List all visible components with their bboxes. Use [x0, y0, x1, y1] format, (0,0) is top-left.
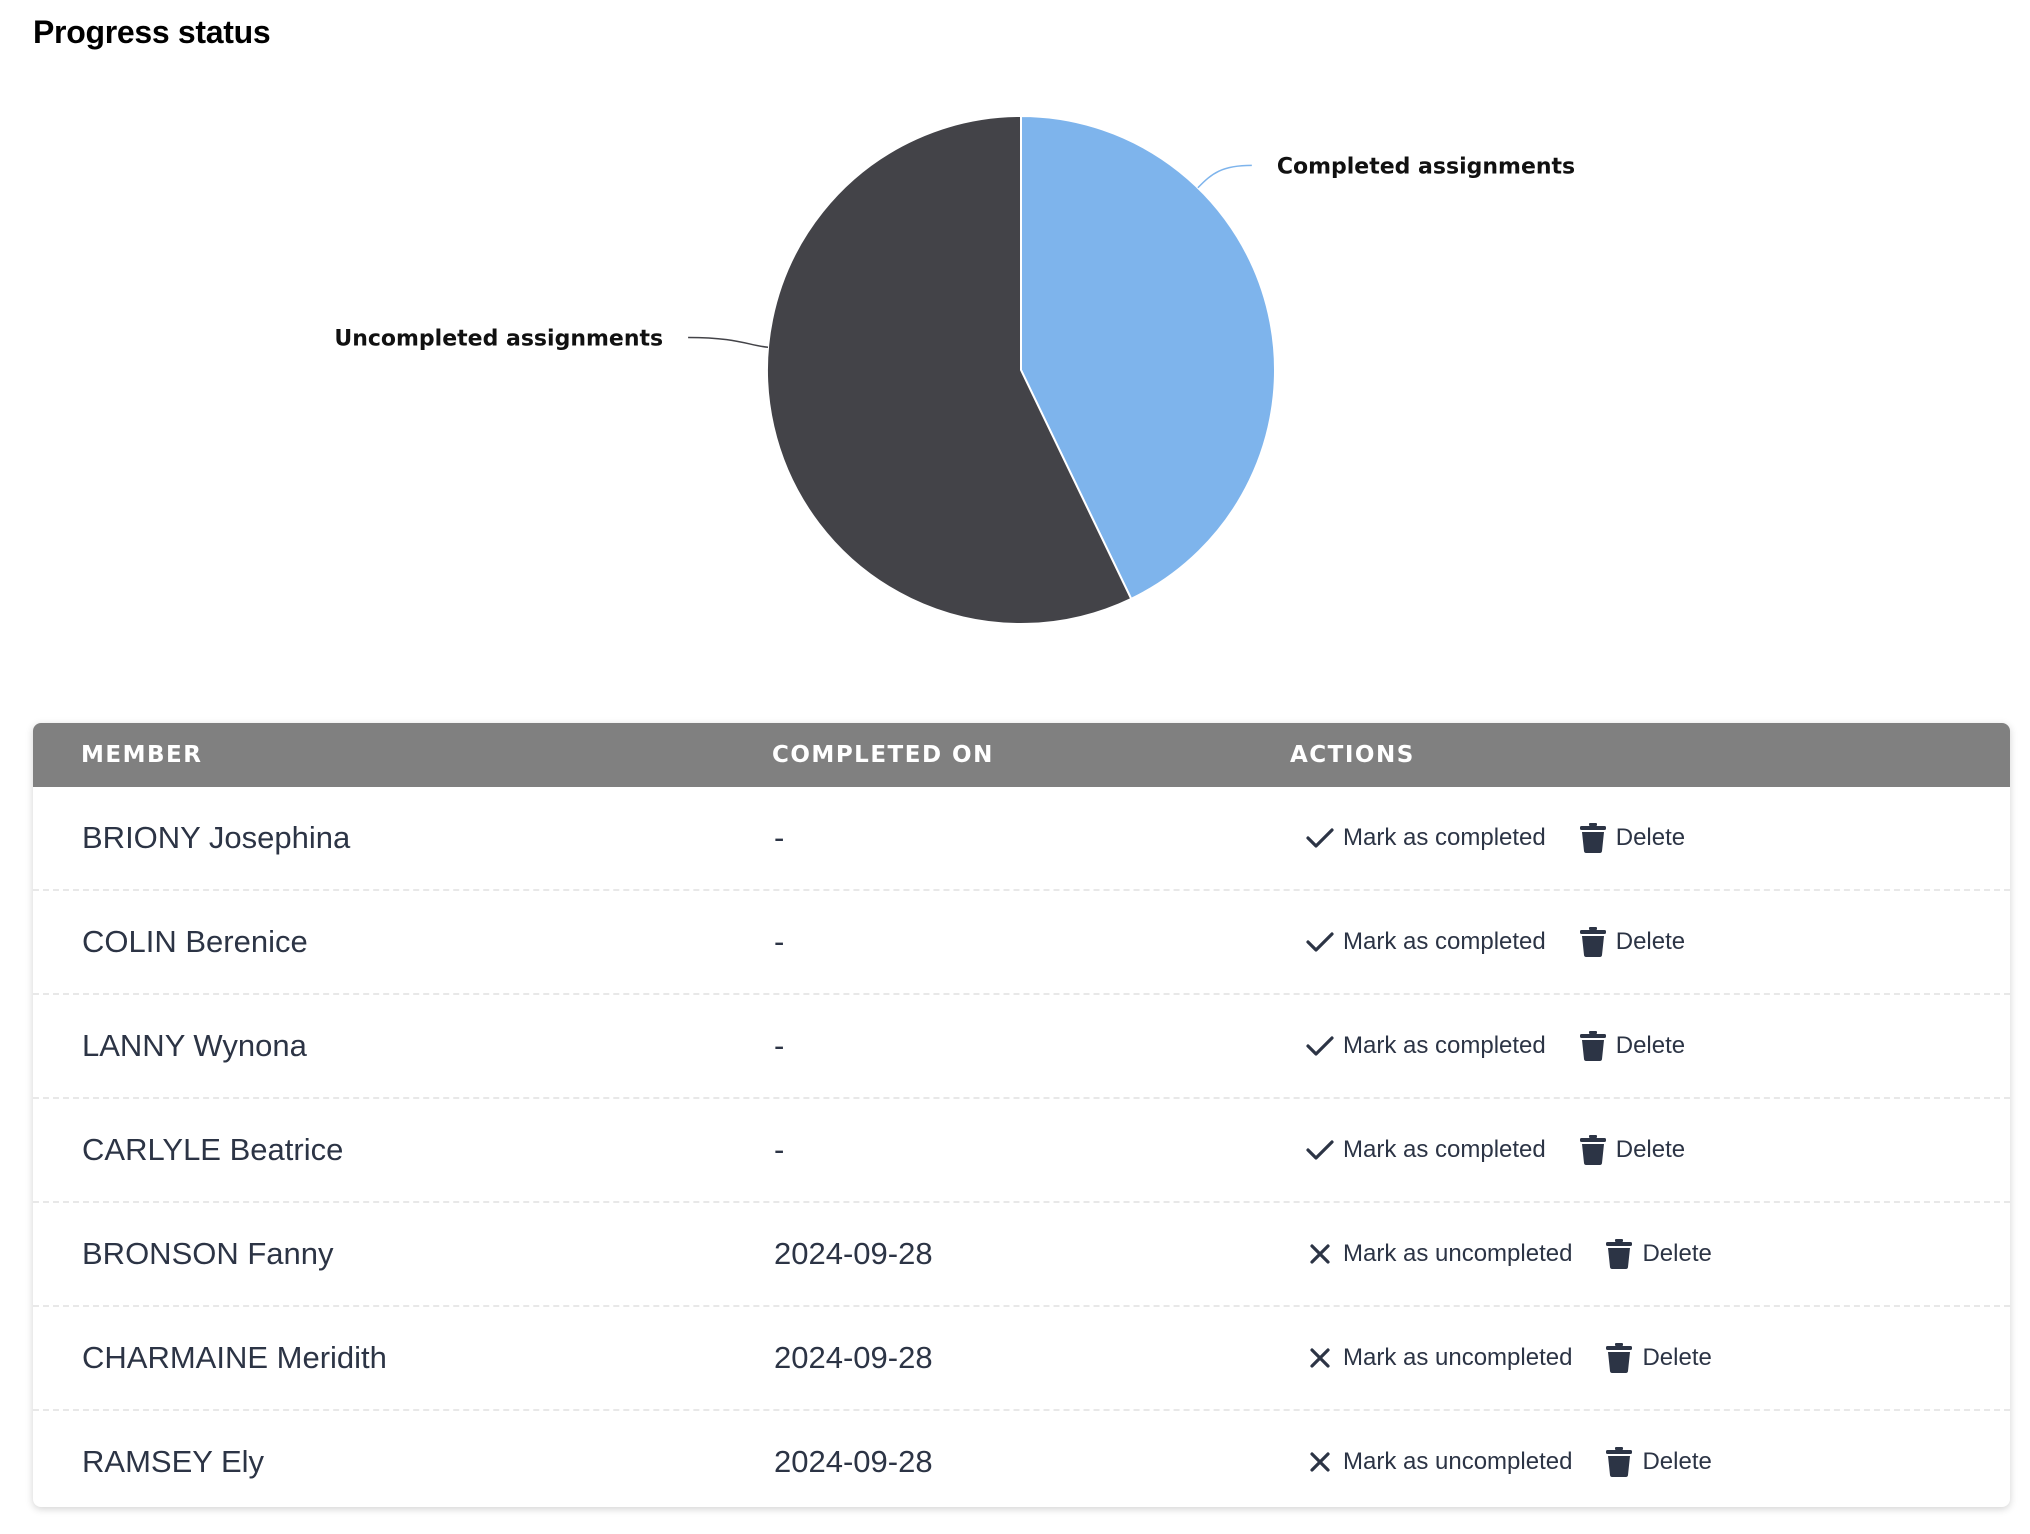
check-icon — [1305, 1031, 1335, 1061]
mark-completed-button[interactable]: Mark as completed — [1305, 891, 1546, 993]
pie-connector-line — [1197, 164, 1252, 189]
header-completed-on: COMPLETED ON — [772, 742, 994, 768]
mark-uncompleted-button[interactable]: Mark as uncompleted — [1305, 1411, 1572, 1507]
row-actions: Mark as completed Delete — [1305, 891, 1685, 993]
trash-icon — [1578, 823, 1608, 853]
member-name: BRIONY Josephina — [82, 820, 351, 855]
table-row: BRIONY Josephina - Mark as completed Delete — [33, 787, 2010, 891]
check-icon — [1305, 1135, 1335, 1165]
member-name: CHARMAINE Meridith — [82, 1340, 387, 1375]
mark-completed-button[interactable]: Mark as completed — [1305, 1099, 1546, 1201]
toggle-label: Mark as uncompleted — [1343, 1344, 1573, 1371]
table-row: BRONSON Fanny 2024-09-28 Mark as uncomplet… — [33, 1203, 2010, 1307]
member-name: BRONSON Fanny — [82, 1236, 334, 1271]
row-actions: Mark as uncompleted Delete — [1305, 1307, 1712, 1409]
trash-icon — [1604, 1343, 1634, 1373]
x-icon — [1305, 1343, 1335, 1373]
trash-icon — [1578, 927, 1608, 957]
mark-uncompleted-button[interactable]: Mark as uncompleted — [1305, 1307, 1572, 1409]
table-row: LANNY Wynona - Mark as completed Delete — [33, 995, 2010, 1099]
mark-uncompleted-button[interactable]: Mark as uncompleted — [1305, 1203, 1572, 1305]
mark-completed-button[interactable]: Mark as completed — [1305, 995, 1546, 1097]
delete-button[interactable]: Delete — [1604, 1203, 1712, 1305]
table-header: MEMBER COMPLETED ON ACTIONS — [33, 723, 2010, 787]
trash-icon — [1604, 1239, 1634, 1269]
trash-icon — [1578, 1031, 1608, 1061]
toggle-label: Mark as completed — [1343, 824, 1546, 851]
completed-on-value: 2024-09-28 — [774, 1444, 933, 1479]
pie-label: Uncompleted assignments — [334, 326, 663, 351]
pie-label: Completed assignments — [1277, 154, 1575, 179]
completed-on-value: - — [774, 820, 785, 855]
row-actions: Mark as uncompleted Delete — [1305, 1411, 1712, 1507]
table-row: RAMSEY Ely 2024-09-28 Mark as uncompleted D… — [33, 1411, 2010, 1507]
pie-slice-completed — [1020, 114, 1276, 601]
completed-on-value: 2024-09-28 — [774, 1340, 933, 1375]
table-row: CHARMAINE Meridith 2024-09-28 Mark as unco… — [33, 1307, 2010, 1411]
toggle-label: Mark as completed — [1343, 1032, 1546, 1059]
completed-on-value: - — [774, 924, 785, 959]
delete-button[interactable]: Delete — [1604, 1307, 1712, 1409]
table-row: COLIN Berenice - Mark as completed Delete — [33, 891, 2010, 995]
x-icon — [1305, 1239, 1335, 1269]
completed-on-value: 2024-09-28 — [774, 1236, 933, 1271]
completed-on-value: - — [774, 1132, 785, 1167]
delete-button[interactable]: Delete — [1578, 995, 1685, 1097]
toggle-label: Mark as completed — [1343, 928, 1546, 955]
delete-label: Delete — [1642, 1240, 1712, 1267]
toggle-label: Mark as completed — [1343, 1136, 1546, 1163]
header-actions: ACTIONS — [1290, 742, 1415, 768]
x-icon — [1305, 1447, 1335, 1477]
trash-icon — [1604, 1447, 1634, 1477]
page-title: Progress status — [33, 14, 271, 50]
delete-button[interactable]: Delete — [1578, 787, 1685, 889]
toggle-label: Mark as uncompleted — [1343, 1448, 1573, 1475]
mark-completed-button[interactable]: Mark as completed — [1305, 787, 1546, 889]
row-actions: Mark as uncompleted Delete — [1305, 1203, 1712, 1305]
check-icon — [1305, 927, 1335, 957]
header-member: MEMBER — [81, 742, 203, 768]
delete-button[interactable]: Delete — [1578, 891, 1685, 993]
delete-label: Delete — [1615, 1032, 1686, 1059]
delete-label: Delete — [1615, 824, 1686, 851]
member-name: COLIN Berenice — [82, 924, 308, 959]
pie-connector-line — [688, 336, 769, 348]
member-name: CARLYLE Beatrice — [82, 1132, 344, 1167]
members-table: MEMBER COMPLETED ON ACTIONS BRIONY Josep… — [33, 723, 2010, 1507]
delete-label: Delete — [1642, 1448, 1712, 1475]
table-row: CARLYLE Beatrice - Mark as completed Delete — [33, 1099, 2010, 1203]
completed-on-value: - — [774, 1028, 785, 1063]
row-actions: Mark as completed Delete — [1305, 787, 1685, 889]
table-body: BRIONY Josephina - Mark as completed Delete… — [33, 787, 2010, 1507]
delete-label: Delete — [1642, 1344, 1712, 1371]
toggle-label: Mark as uncompleted — [1343, 1240, 1573, 1267]
member-name: RAMSEY Ely — [82, 1444, 265, 1479]
delete-button[interactable]: Delete — [1604, 1411, 1712, 1507]
progress-pie-chart: Completed assignments Uncompleted assignm… — [334, 114, 1575, 625]
delete-label: Delete — [1615, 1136, 1686, 1163]
row-actions: Mark as completed Delete — [1305, 995, 1685, 1097]
check-icon — [1305, 823, 1335, 853]
delete-label: Delete — [1615, 928, 1686, 955]
trash-icon — [1578, 1135, 1608, 1165]
pie-slice-uncompleted — [766, 114, 1133, 625]
row-actions: Mark as completed Delete — [1305, 1099, 1685, 1201]
member-name: LANNY Wynona — [82, 1028, 307, 1063]
delete-button[interactable]: Delete — [1578, 1099, 1685, 1201]
